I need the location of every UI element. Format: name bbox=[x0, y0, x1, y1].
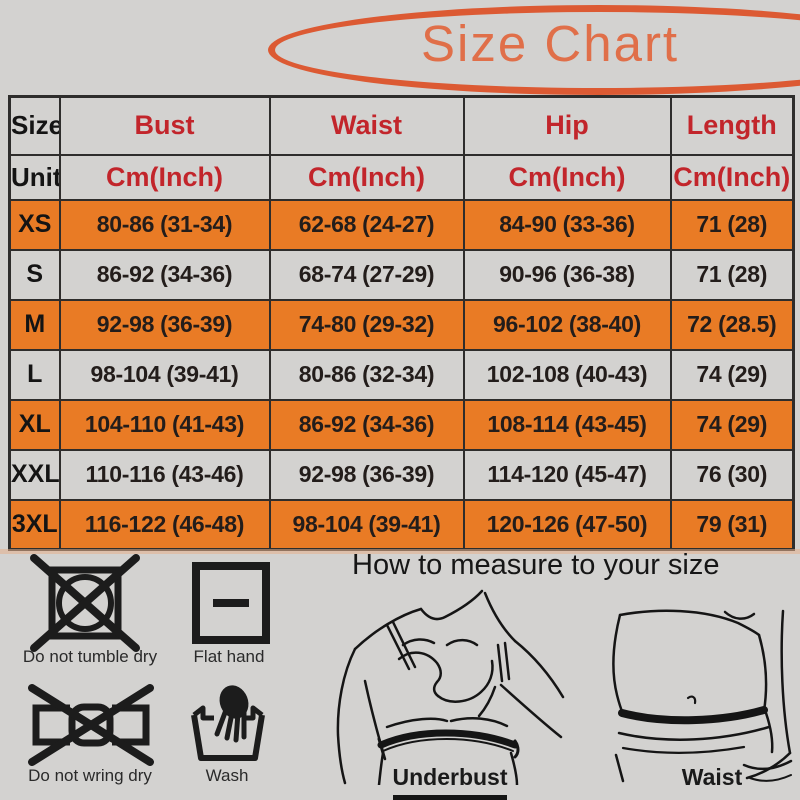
length-value: 71 (28) bbox=[669, 248, 795, 301]
hip-value: 84-90 (33-36) bbox=[462, 198, 672, 251]
col-header-bust: Bust bbox=[58, 95, 271, 156]
size-label: 3XL bbox=[8, 498, 61, 551]
table-row-s: S 86-92 (34-36) 68-74 (27-29) 90-96 (36-… bbox=[8, 248, 795, 301]
page-title: Size Chart bbox=[421, 15, 680, 72]
waist-value: 92-98 (36-39) bbox=[268, 448, 465, 501]
waist-value: 98-104 (39-41) bbox=[268, 498, 465, 551]
flat-hand-icon bbox=[192, 562, 270, 644]
size-label: XL bbox=[8, 398, 61, 451]
col-header-waist: Waist bbox=[268, 95, 465, 156]
hip-value: 108-114 (43-45) bbox=[462, 398, 672, 451]
unit-value-waist: Cm(Inch) bbox=[268, 153, 465, 201]
table-row-xxl: XXL 110-116 (43-46) 92-98 (36-39) 114-12… bbox=[8, 448, 795, 501]
measure-heading: How to measure to your size bbox=[352, 549, 720, 581]
bust-value: 98-104 (39-41) bbox=[58, 348, 271, 401]
hip-value: 120-126 (47-50) bbox=[462, 498, 672, 551]
care-label-flat-hand: Flat hand bbox=[193, 647, 265, 666]
table-row-xl: XL 104-110 (41-43) 86-92 (34-36) 108-114… bbox=[8, 398, 795, 451]
waist-label: Waist bbox=[681, 764, 743, 790]
size-label: S bbox=[8, 248, 61, 301]
unit-value-bust: Cm(Inch) bbox=[58, 153, 271, 201]
bottom-crop-bar bbox=[393, 795, 507, 800]
length-value: 72 (28.5) bbox=[669, 298, 795, 351]
wash-icon bbox=[191, 685, 265, 761]
length-value: 79 (31) bbox=[669, 498, 795, 551]
size-label: M bbox=[8, 298, 61, 351]
bust-value: 92-98 (36-39) bbox=[58, 298, 271, 351]
unit-value-hip: Cm(Inch) bbox=[462, 153, 672, 201]
size-label: L bbox=[8, 348, 61, 401]
col-header-size: Size bbox=[8, 95, 61, 156]
length-value: 74 (29) bbox=[669, 398, 795, 451]
care-label-wash: Wash bbox=[205, 766, 249, 785]
hip-value: 114-120 (45-47) bbox=[462, 448, 672, 501]
bust-value: 86-92 (34-36) bbox=[58, 248, 271, 301]
size-label: XS bbox=[8, 198, 61, 251]
do-not-wring-dry-icon bbox=[28, 684, 154, 766]
table-header-row: Size Bust Waist Hip Length bbox=[8, 95, 795, 156]
table-bottom-glow bbox=[0, 549, 800, 554]
bust-value: 110-116 (43-46) bbox=[58, 448, 271, 501]
table-row-l: L 98-104 (39-41) 80-86 (32-34) 102-108 (… bbox=[8, 348, 795, 401]
hip-value: 96-102 (38-40) bbox=[462, 298, 672, 351]
unit-label: Unit bbox=[8, 153, 61, 201]
length-value: 71 (28) bbox=[669, 198, 795, 251]
col-header-length: Length bbox=[669, 95, 795, 156]
care-label-do-not-tumble-dry: Do not tumble dry bbox=[22, 647, 158, 666]
do-not-tumble-dry-icon bbox=[30, 554, 140, 652]
size-table: Size Bust Waist Hip Length Unit Cm(Inch)… bbox=[8, 95, 795, 551]
table-row-m: M 92-98 (36-39) 74-80 (29-32) 96-102 (38… bbox=[8, 298, 795, 351]
waist-value: 74-80 (29-32) bbox=[268, 298, 465, 351]
waist-value: 68-74 (27-29) bbox=[268, 248, 465, 301]
waist-value: 86-92 (34-36) bbox=[268, 398, 465, 451]
size-label: XXL bbox=[8, 448, 61, 501]
bust-value: 116-122 (46-48) bbox=[58, 498, 271, 551]
waist-value: 80-86 (32-34) bbox=[268, 348, 465, 401]
title-ellipse bbox=[268, 5, 800, 95]
bust-value: 80-86 (31-34) bbox=[58, 198, 271, 251]
length-value: 74 (29) bbox=[669, 348, 795, 401]
waist-figure bbox=[612, 609, 793, 783]
table-row-3xl: 3XL 116-122 (46-48) 98-104 (39-41) 120-1… bbox=[8, 498, 795, 551]
hip-value: 102-108 (40-43) bbox=[462, 348, 672, 401]
bust-value: 104-110 (41-43) bbox=[58, 398, 271, 451]
unit-value-length: Cm(Inch) bbox=[669, 153, 795, 201]
table-unit-row: Unit Cm(Inch) Cm(Inch) Cm(Inch) Cm(Inch) bbox=[8, 153, 795, 201]
table-row-xs: XS 80-86 (31-34) 62-68 (24-27) 84-90 (33… bbox=[8, 198, 795, 251]
care-label-do-not-wring-dry: Do not wring dry bbox=[28, 766, 152, 785]
hip-value: 90-96 (36-38) bbox=[462, 248, 672, 301]
col-header-hip: Hip bbox=[462, 95, 672, 156]
waist-value: 62-68 (24-27) bbox=[268, 198, 465, 251]
underbust-figure bbox=[336, 589, 565, 785]
length-value: 76 (30) bbox=[669, 448, 795, 501]
underbust-label: Underbust bbox=[392, 764, 508, 790]
